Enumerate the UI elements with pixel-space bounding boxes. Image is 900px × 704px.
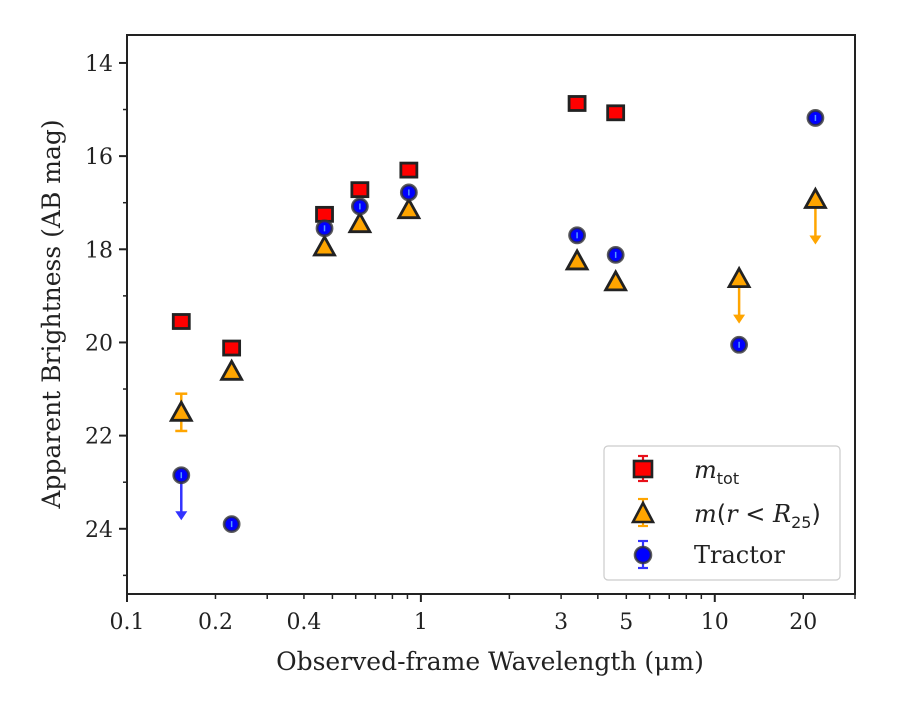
- upper-limit-arrow-head: [733, 314, 746, 324]
- legend-marker-mr25: [630, 500, 656, 524]
- data-point-mtot: [222, 339, 242, 357]
- legend-frame: [603, 445, 841, 581]
- data-point-mr25: [347, 210, 373, 234]
- data-point-mr25: [803, 186, 828, 209]
- upper-limit-arrow-head: [175, 511, 188, 521]
- y-axis-label: Apparent Brightness (AB mag): [37, 119, 66, 509]
- upper-limit-arrow-head: [809, 235, 822, 245]
- data-point-mtot: [315, 205, 334, 223]
- x-tick-label: 10: [701, 610, 729, 635]
- data-point-mr25: [219, 358, 245, 381]
- plot-frame: [126, 34, 856, 595]
- x-tick-label: 5: [619, 610, 633, 635]
- data-point-mr25: [603, 269, 629, 292]
- legend-marker-mtot: [632, 459, 654, 479]
- legend-entry-mtot: mtot: [632, 454, 739, 488]
- legend-entry-mr25: m(r < R25): [630, 497, 821, 532]
- legend-label-tractor: Tractor: [694, 541, 785, 569]
- legend-label-mtot: mtot: [694, 456, 739, 488]
- y-tick-label: 24: [85, 518, 113, 543]
- legend-label-mr25: m(r < R25): [694, 500, 821, 532]
- x-tick-label: 1: [414, 610, 428, 635]
- y-tick-label: 14: [85, 52, 113, 77]
- data-point-mtot: [171, 313, 191, 330]
- series-mtot: [171, 95, 626, 357]
- plot-layer: 14 16 18 20 22 24 0.1 0.2 0.4 1 3 5 10 20: [85, 34, 856, 635]
- y-tick-label: 16: [85, 145, 113, 170]
- data-point-mr25: [726, 265, 752, 289]
- data-point-mtot: [350, 181, 370, 199]
- x-axis-label: Observed-frame Wavelength (μm): [276, 647, 704, 676]
- series-tractor: [172, 109, 825, 534]
- x-tick-label: 3: [554, 610, 568, 635]
- series-mr25: [168, 186, 828, 433]
- y-tick-label: 20: [85, 331, 113, 356]
- x-tick-label: 0.4: [286, 610, 321, 635]
- y-tick-label: 18: [85, 238, 113, 263]
- x-tick-label: 0.1: [110, 610, 145, 635]
- legend-marker-tractor: [633, 545, 653, 565]
- data-point-mtot: [567, 95, 587, 112]
- y-tick-label: 22: [85, 425, 113, 450]
- data-point-mtot: [399, 161, 419, 179]
- legend-entry-tractor: Tractor: [633, 539, 785, 570]
- legend: mtot m(r < R25) Tractor: [603, 445, 841, 581]
- data-point-mr25: [168, 399, 194, 422]
- data-point-mr25: [312, 234, 337, 257]
- data-point-mr25: [564, 248, 590, 271]
- x-tick-label: 20: [789, 610, 817, 635]
- data-point-mtot: [606, 104, 626, 122]
- x-tick-label: 0.2: [198, 610, 233, 635]
- data-point-mr25: [396, 196, 422, 220]
